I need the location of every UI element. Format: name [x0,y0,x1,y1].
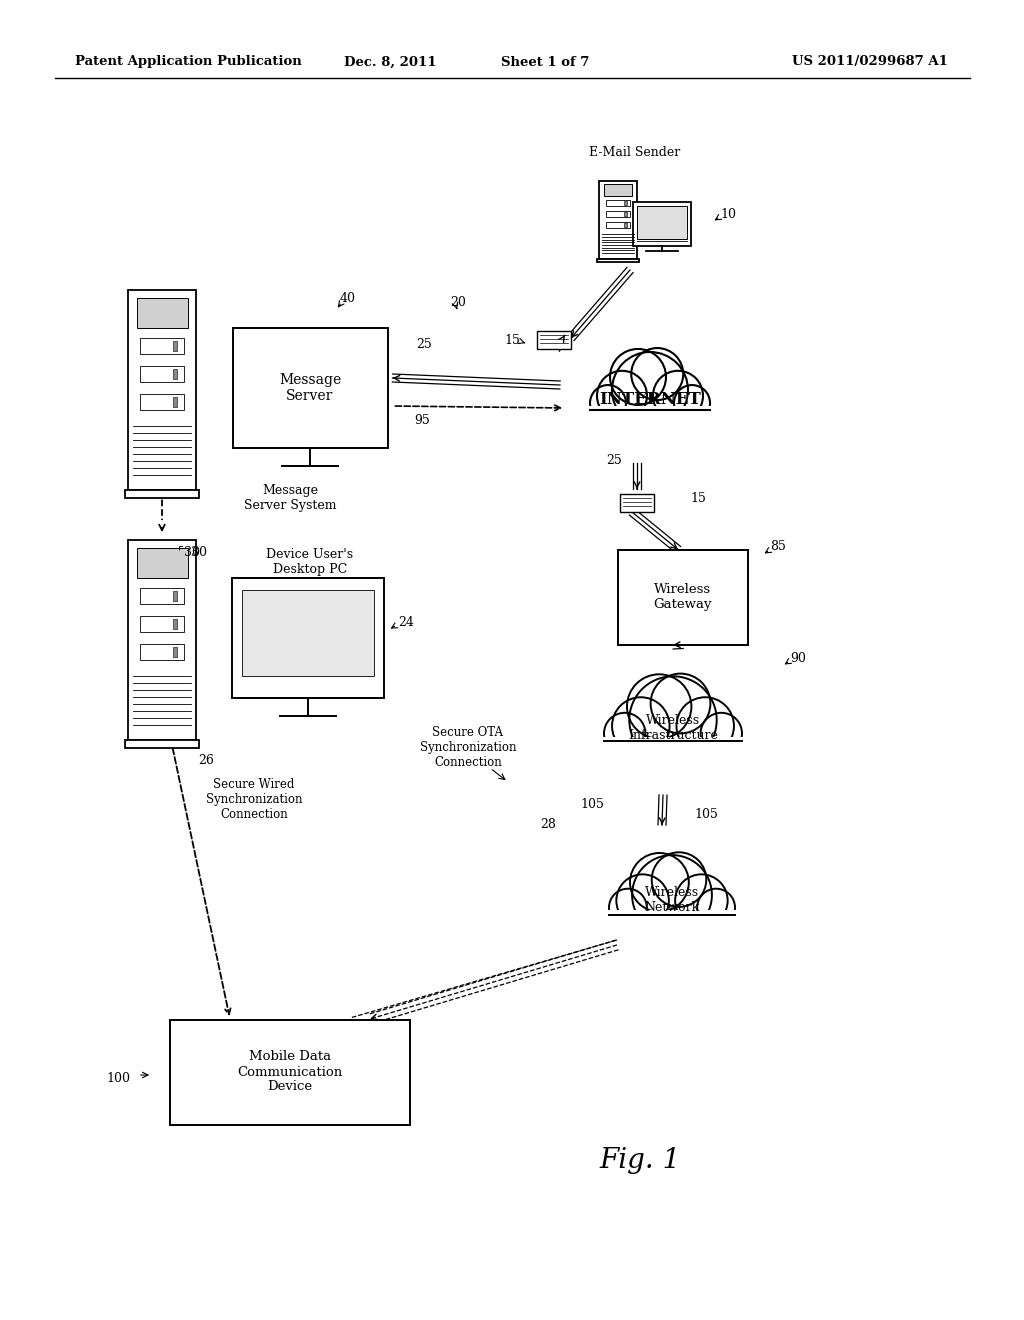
Text: 105: 105 [580,799,604,812]
Bar [598,737,748,774]
Text: 95: 95 [415,413,430,426]
Circle shape [697,888,735,927]
Bar [128,540,196,741]
Bar [597,259,639,263]
Bar [625,201,627,205]
Circle shape [612,352,688,428]
Bar [232,327,387,447]
Bar [625,213,627,215]
Circle shape [650,673,711,734]
Bar [618,549,748,644]
Bar [173,619,177,628]
Bar [633,202,691,246]
Text: Secure OTA
Synchronization
Connection: Secure OTA Synchronization Connection [420,726,516,770]
Bar [637,206,687,239]
Bar [242,590,374,676]
Bar [140,366,184,381]
Text: INTERNET: INTERNET [599,392,700,408]
Circle shape [612,697,670,755]
Bar [585,407,715,442]
Text: 25: 25 [606,454,622,466]
Bar [599,181,637,259]
Circle shape [700,713,742,754]
Bar [604,183,632,195]
Bar [232,578,384,698]
Text: Message
Server: Message Server [279,372,341,403]
Text: 25: 25 [416,338,432,351]
Bar [537,331,571,348]
Bar [136,548,187,578]
Bar [140,587,184,605]
Text: 20: 20 [450,297,466,309]
Circle shape [627,675,691,739]
Bar [140,393,184,411]
Bar [620,494,654,512]
Circle shape [590,385,626,421]
Bar [173,370,177,379]
Bar [605,222,631,228]
Bar [605,211,631,216]
Text: 28: 28 [540,818,556,832]
Text: Wireless
Infrastructure: Wireless Infrastructure [628,714,718,742]
Text: 40: 40 [340,292,356,305]
Text: 15: 15 [504,334,520,346]
Circle shape [631,348,683,400]
Circle shape [677,697,734,755]
Bar [125,490,200,498]
Text: US 2011/0299687 A1: US 2011/0299687 A1 [792,55,948,69]
Text: 30: 30 [184,545,200,558]
Circle shape [675,874,728,927]
Circle shape [674,385,710,421]
Bar [173,591,177,601]
Bar [140,616,184,632]
Bar [605,199,631,206]
Circle shape [651,853,707,907]
Bar [173,647,177,657]
Bar [136,298,187,327]
Circle shape [616,874,669,927]
Circle shape [653,371,703,421]
Text: 26: 26 [198,754,214,767]
Text: Fig. 1: Fig. 1 [599,1147,681,1173]
Text: 15: 15 [690,491,706,504]
Text: $\ulcorner$  30: $\ulcorner$ 30 [177,545,208,558]
Text: Wireless
Network: Wireless Network [644,886,699,913]
Text: 105: 105 [694,808,718,821]
Circle shape [609,888,647,927]
Text: 24: 24 [398,615,414,628]
Text: Secure Wired
Synchronization
Connection: Secure Wired Synchronization Connection [206,779,302,821]
Text: Device User's
Desktop PC: Device User's Desktop PC [266,548,353,576]
Circle shape [604,713,645,754]
Bar [170,1019,410,1125]
Bar [604,911,740,945]
Circle shape [630,853,689,912]
Bar [625,223,627,227]
Circle shape [630,676,717,764]
Text: E-Mail Sender: E-Mail Sender [590,147,681,160]
Bar [173,397,177,407]
Text: 85: 85 [770,540,785,553]
Bar [140,644,184,660]
Text: 10: 10 [720,209,736,222]
Bar [140,338,184,354]
Circle shape [597,371,647,421]
Circle shape [632,855,712,935]
Bar [128,290,196,490]
Text: Patent Application Publication: Patent Application Publication [75,55,302,69]
Text: Wireless
Gateway: Wireless Gateway [653,583,713,611]
Circle shape [610,348,666,405]
Bar [125,741,200,748]
Text: Dec. 8, 2011: Dec. 8, 2011 [344,55,436,69]
Text: 100: 100 [106,1072,130,1085]
Text: 90: 90 [790,652,806,664]
Text: Sheet 1 of 7: Sheet 1 of 7 [501,55,589,69]
Text: Mobile Data
Communication
Device: Mobile Data Communication Device [238,1051,343,1093]
Bar [173,341,177,351]
Text: Message
Server System: Message Server System [244,484,336,512]
